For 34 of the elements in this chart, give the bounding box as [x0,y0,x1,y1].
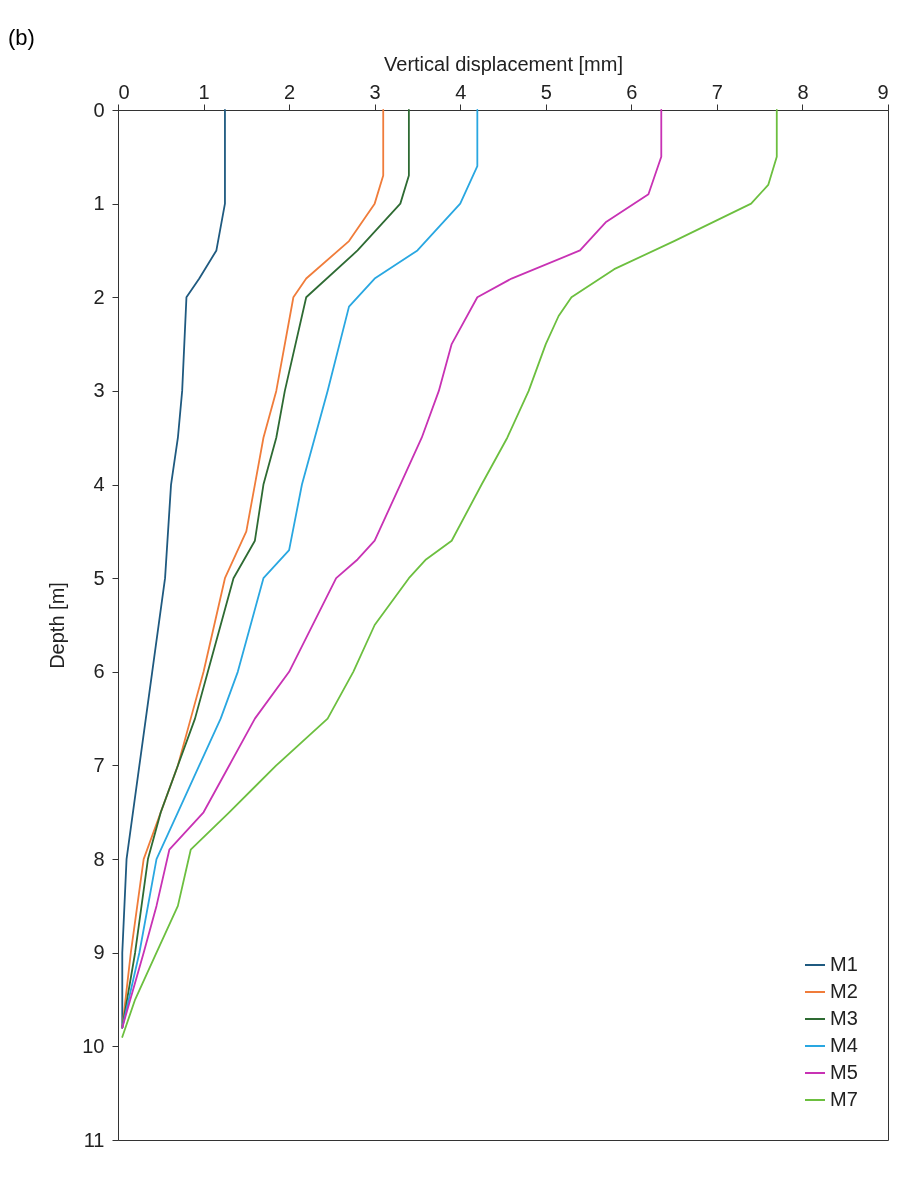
legend-label: M5 [830,1061,858,1083]
y-tick-label: 2 [93,285,105,308]
y-tick-label: 8 [93,847,105,870]
line-series [121,109,226,1029]
x-tick-label: 2 [284,80,296,103]
y-tick-label: 5 [93,566,105,589]
legend-label: M4 [830,1034,858,1056]
x-tick-label: 8 [797,80,809,103]
legend-label: M2 [830,980,858,1002]
x-tick-label: 6 [626,80,638,103]
x-tick-label: 4 [455,80,467,103]
y-tick-label: 4 [93,473,105,496]
line-series [121,109,778,1038]
legend-label: M1 [830,953,858,975]
y-tick-label: 11 [83,1128,105,1151]
y-tick-label: 10 [82,1034,105,1057]
x-tick-label: 9 [877,80,889,103]
legend-label: M7 [830,1088,858,1110]
x-tick-label: 0 [118,80,130,103]
x-tick-label: 7 [711,80,723,103]
x-tick-label: 1 [198,80,210,103]
chart-title: (b) [8,25,35,50]
x-tick-label: 5 [540,80,552,103]
y-axis-title: Depth [m] [46,582,69,669]
y-tick-label: 1 [93,192,105,215]
x-axis-title: Vertical displacement [mm] [384,52,623,75]
x-tick-label: 3 [369,80,381,103]
y-tick-label: 7 [93,753,105,776]
y-tick-label: 3 [93,379,105,402]
y-tick-label: 9 [93,941,105,964]
y-tick-label: 6 [93,660,105,683]
line-series [121,109,663,1029]
legend-label: M3 [830,1007,858,1029]
y-tick-label: 0 [93,98,105,121]
